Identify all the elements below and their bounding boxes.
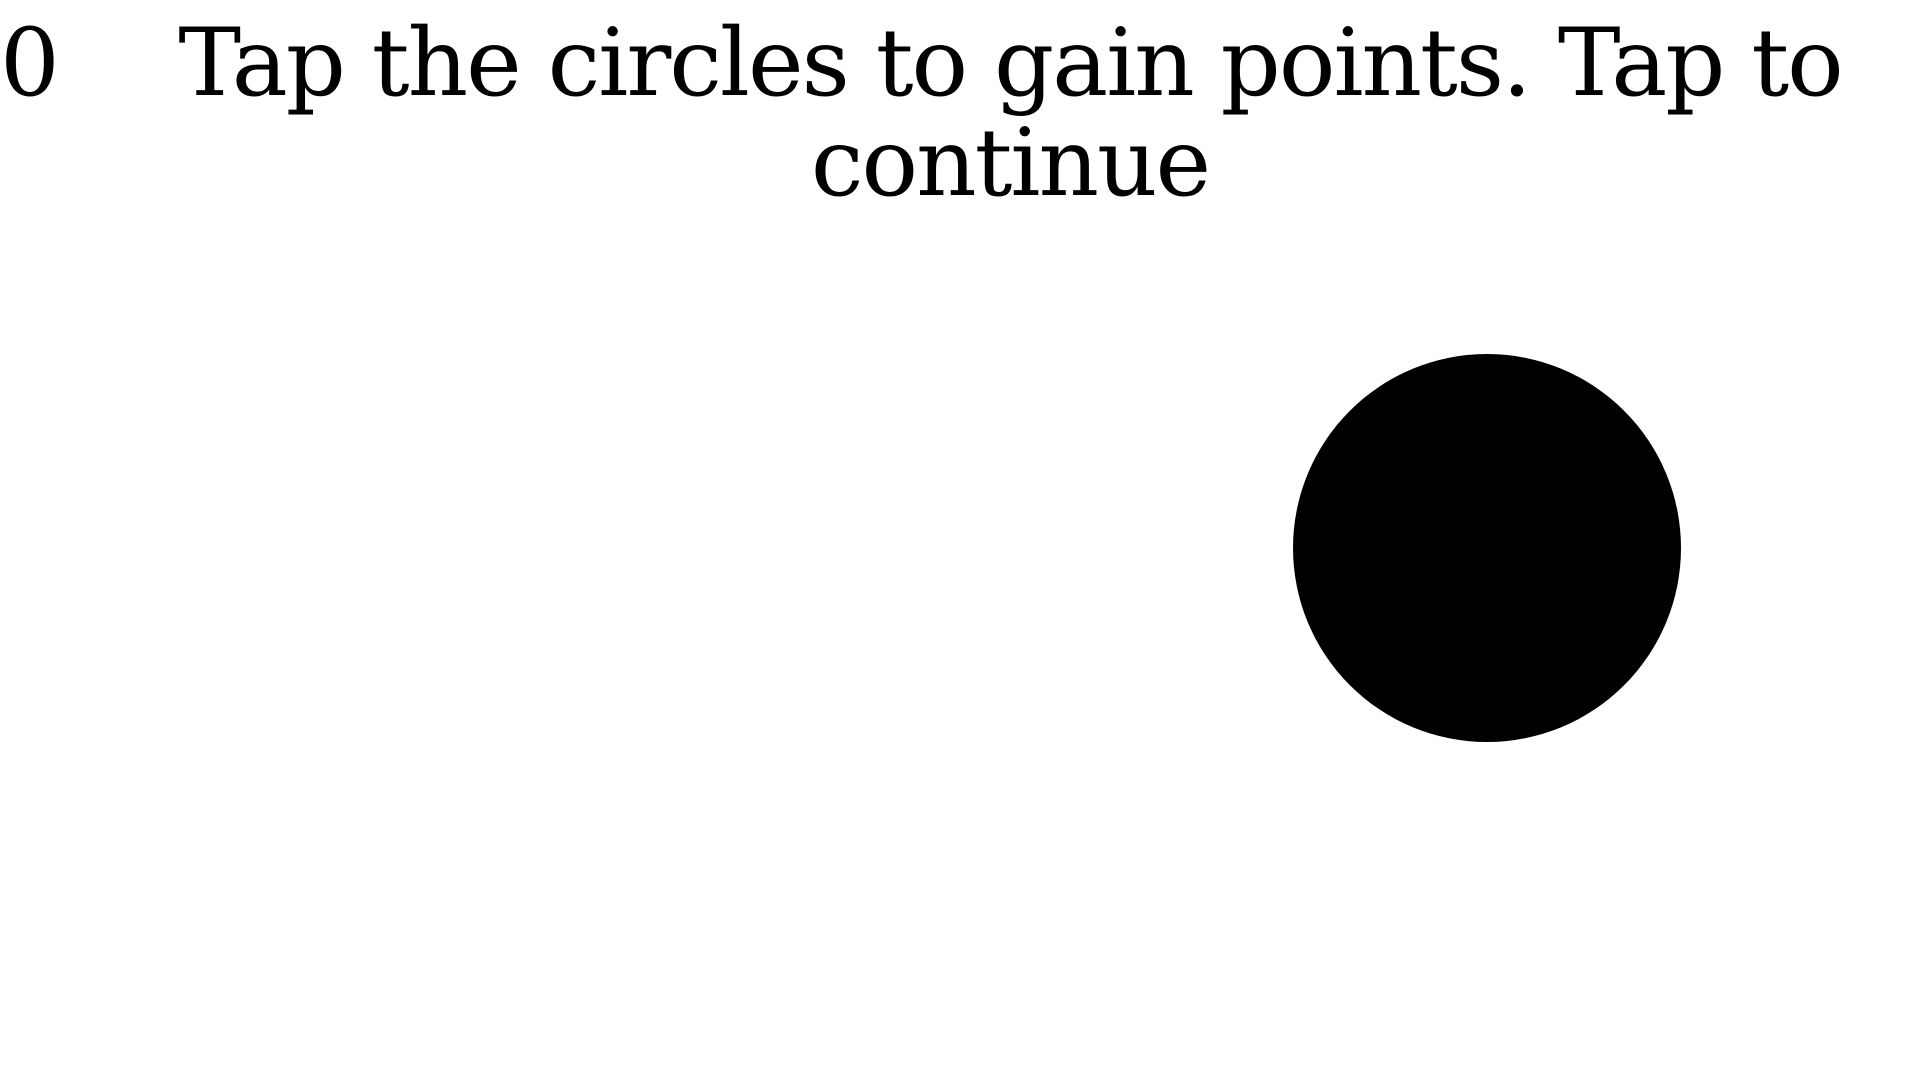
instructions-text: Tap the circles to gain points. Tap to c…: [178, 9, 1843, 218]
target-circle[interactable]: [1293, 354, 1681, 742]
score-counter: 0: [0, 9, 60, 118]
